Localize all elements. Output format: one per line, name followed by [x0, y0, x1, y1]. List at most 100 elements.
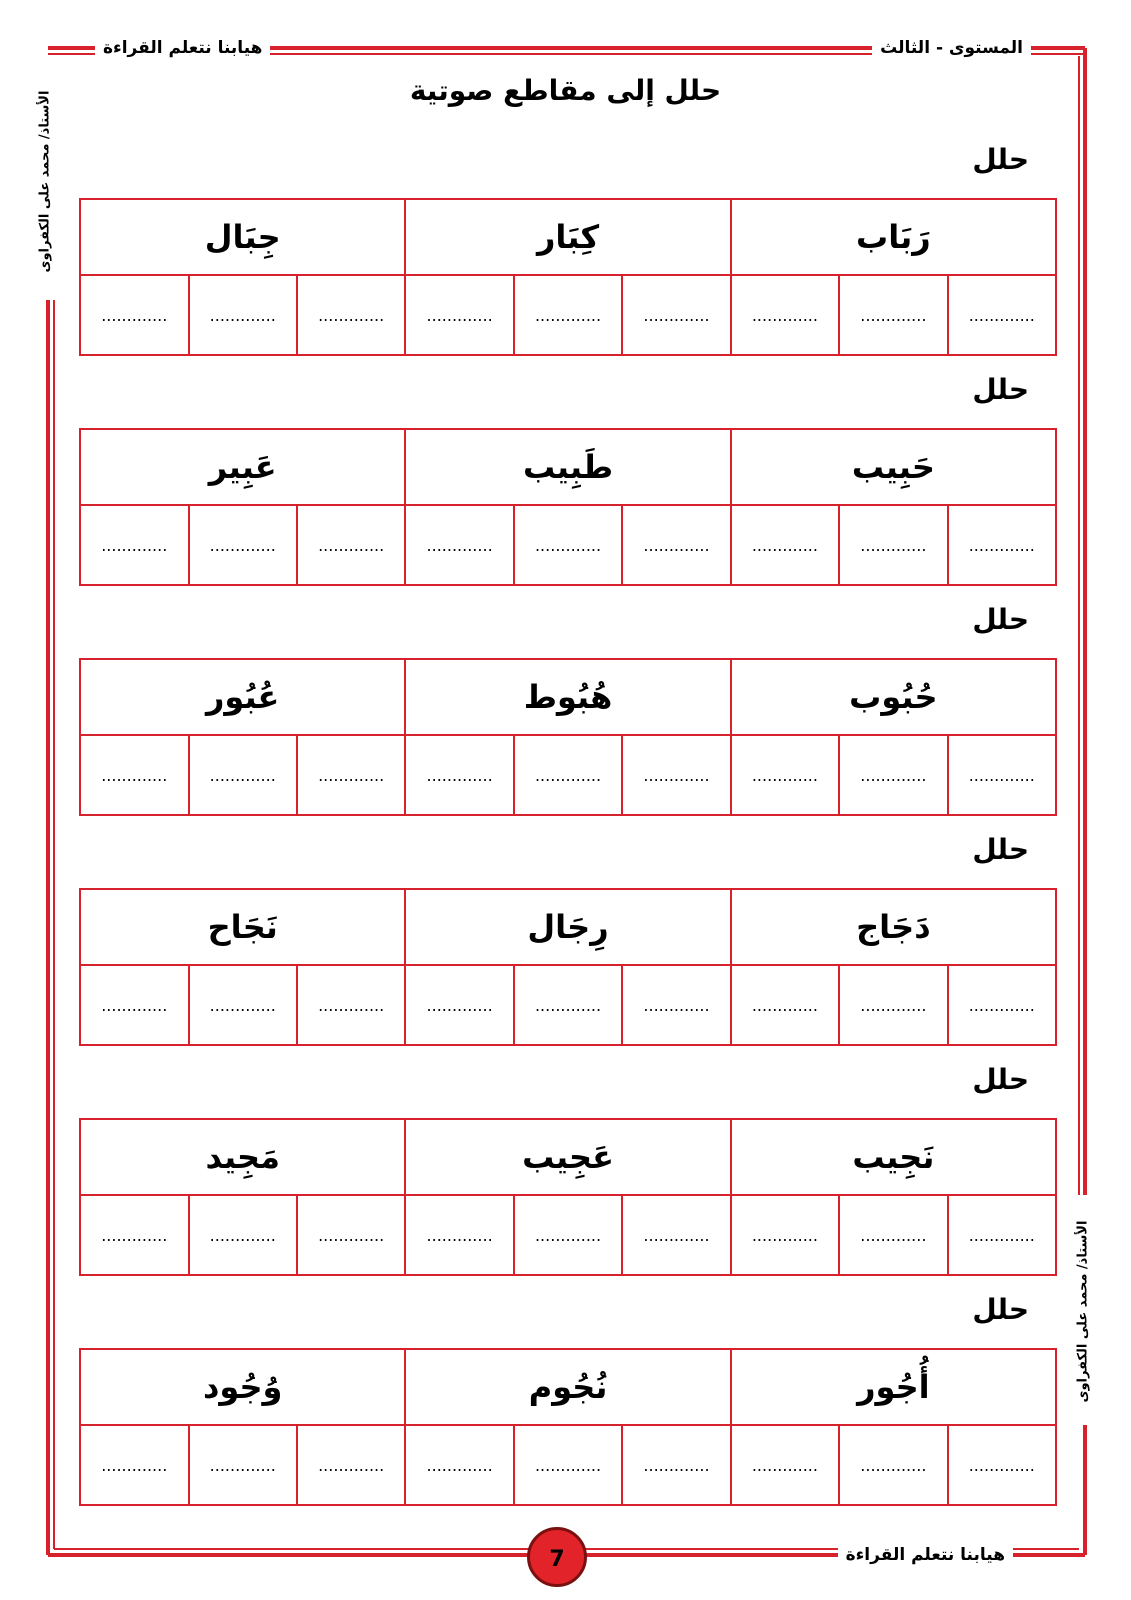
word: عُبُور [78, 658, 407, 736]
section-label: حلل [972, 833, 1029, 866]
section-label: حلل [972, 1293, 1029, 1326]
blank-cell: ............. [512, 1424, 624, 1506]
blank-cell: ............. [838, 964, 949, 1046]
word: رِجَال [404, 888, 732, 966]
blank-cell: ............. [187, 274, 298, 356]
blank-cell: ............. [295, 1194, 407, 1276]
series-title: هيابنا نتعلم القراءة [95, 38, 271, 58]
section-label: حلل [972, 603, 1029, 636]
syllable-table: أُجُور نُجُوم وُجُود......................… [78, 1348, 1058, 1506]
word: نَجِيب [729, 1118, 1058, 1196]
blank-cell: ............. [512, 274, 624, 356]
blank-cell: ............. [621, 274, 732, 356]
blank-cell: ............. [621, 1424, 732, 1506]
blank-cell: ............. [838, 734, 949, 816]
syllable-table: حُبُوب هُبُوط عُبُور......................… [78, 658, 1058, 816]
blank-cell: ............. [729, 274, 841, 356]
word-row: أُجُور نُجُوم وُجُود [78, 1348, 1058, 1426]
blank-cell: ............. [729, 964, 841, 1046]
word: أُجُور [729, 1348, 1058, 1426]
blank-cell: ............. [404, 964, 515, 1046]
blank-cell: ............. [512, 734, 624, 816]
word: رَبَاب [729, 198, 1058, 276]
blank-cell: ............. [946, 504, 1058, 586]
blank-row: ........................................… [79, 1194, 1058, 1276]
blank-cell: ............. [512, 964, 624, 1046]
blank-cell: ............. [729, 734, 841, 816]
word: دَجَاج [729, 888, 1058, 966]
syllable-table: دَجَاج رِجَال نَجَاح......................… [78, 888, 1058, 1046]
word: نَجَاح [78, 888, 407, 966]
blank-cell: ............. [946, 1424, 1058, 1506]
worksheet-title: حلل إلى مقاطع صوتية [409, 74, 722, 107]
blank-cell: ............. [946, 734, 1058, 816]
section-label: حلل [972, 143, 1029, 176]
blank-cell: ............. [838, 1194, 949, 1276]
word-row: نَجِيب عَجِيب مَجِيد [78, 1118, 1058, 1196]
word-row: رَبَاب كِبَار جِبَال [78, 198, 1058, 276]
blank-cell: ............. [838, 274, 949, 356]
word: وُجُود [78, 1348, 407, 1426]
blank-cell: ............. [621, 504, 732, 586]
blank-cell: ............. [946, 1194, 1058, 1276]
section-label: حلل [972, 373, 1029, 406]
syllable-table: رَبَاب كِبَار جِبَال......................… [78, 198, 1058, 356]
blank-cell: ............. [295, 1424, 407, 1506]
blank-row: ........................................… [79, 964, 1058, 1046]
blank-cell: ............. [187, 964, 298, 1046]
blank-cell: ............. [295, 964, 407, 1046]
blank-row: ........................................… [79, 274, 1058, 356]
blank-cell: ............. [512, 1194, 624, 1276]
blank-cell: ............. [79, 734, 190, 816]
blank-cell: ............. [838, 504, 949, 586]
blank-cell: ............. [187, 734, 298, 816]
teacher-name: الأستاذ/ محمد على الكفراوى [33, 76, 57, 287]
blank-cell: ............. [404, 274, 515, 356]
blank-cell: ............. [79, 964, 190, 1046]
blank-cell: ............. [79, 1424, 190, 1506]
word: هُبُوط [404, 658, 732, 736]
word: طَبِيب [404, 428, 732, 506]
blank-cell: ............. [79, 1194, 190, 1276]
blank-cell: ............. [187, 504, 298, 586]
footer-series: هيابنا نتعلم القراءة [837, 1545, 1013, 1565]
teacher-name: الأستاذ/ محمد على الكفراوى [1071, 1206, 1095, 1417]
blank-cell: ............. [946, 964, 1058, 1046]
syllable-table: نَجِيب عَجِيب مَجِيد......................… [78, 1118, 1058, 1276]
section-label: حلل [972, 1063, 1029, 1096]
blank-cell: ............. [187, 1424, 298, 1506]
word: نُجُوم [404, 1348, 732, 1426]
blank-cell: ............. [404, 504, 515, 586]
word: جِبَال [78, 198, 407, 276]
word-row: حُبُوب هُبُوط عُبُور [78, 658, 1058, 736]
blank-cell: ............. [295, 504, 407, 586]
blank-row: ........................................… [79, 504, 1058, 586]
blank-cell: ............. [621, 1194, 732, 1276]
blank-cell: ............. [512, 504, 624, 586]
word: عَجِيب [404, 1118, 732, 1196]
blank-cell: ............. [621, 734, 732, 816]
word: حَبِيب [729, 428, 1058, 506]
word: كِبَار [404, 198, 732, 276]
syllable-table: حَبِيب طَبِيب عَبِير......................… [78, 428, 1058, 586]
blank-cell: ............. [838, 1424, 949, 1506]
level: المستوى - الثالث [872, 38, 1031, 58]
blank-cell: ............. [946, 274, 1058, 356]
word: عَبِير [78, 428, 407, 506]
blank-cell: ............. [79, 504, 190, 586]
blank-cell: ............. [187, 1194, 298, 1276]
blank-row: ........................................… [79, 1424, 1058, 1506]
blank-cell: ............. [729, 504, 841, 586]
word-row: حَبِيب طَبِيب عَبِير [78, 428, 1058, 506]
blank-row: ........................................… [79, 734, 1058, 816]
word: مَجِيد [78, 1118, 407, 1196]
blank-cell: ............. [295, 734, 407, 816]
blank-cell: ............. [404, 734, 515, 816]
word: حُبُوب [729, 658, 1058, 736]
blank-cell: ............. [729, 1424, 841, 1506]
blank-cell: ............. [79, 274, 190, 356]
blank-cell: ............. [295, 274, 407, 356]
blank-cell: ............. [729, 1194, 841, 1276]
blank-cell: ............. [404, 1424, 515, 1506]
